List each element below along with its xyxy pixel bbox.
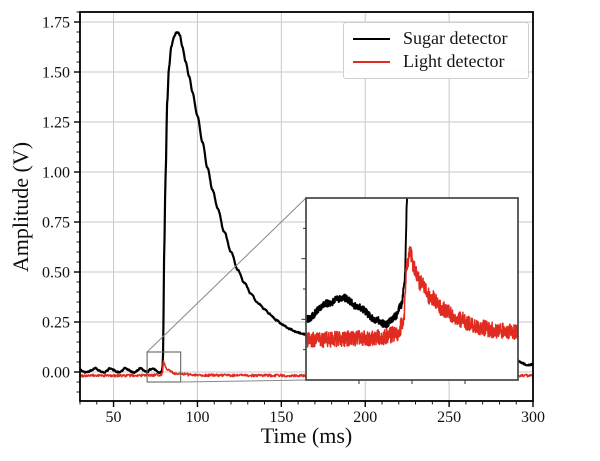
y-tick-label: 0.50 [42, 265, 70, 282]
inset-connector-top [146, 197, 307, 353]
y-tick-label: 0.25 [42, 315, 70, 332]
tick-labels: 50 100 150 200 250 300 0.00 0.25 0.50 0.75 1.00 1.2… [42, 15, 545, 427]
zoom-source-rect [146, 351, 182, 383]
x-tick-label: 50 [106, 409, 122, 426]
inset-light-detector-trace [306, 246, 518, 349]
legend-entry-sugar-detector: Sugar detector [353, 28, 519, 49]
legend-label-light-detector: Light detector [403, 51, 505, 72]
x-tick-label: 200 [353, 409, 377, 426]
legend: Sugar detector Light detector [343, 22, 529, 79]
x-tick-label: 250 [437, 409, 461, 426]
inset-sugar-detector-trace [306, 198, 409, 329]
x-tick-label: 100 [185, 409, 209, 426]
sugar-detector-line-sample [353, 38, 390, 41]
axes-spines [79, 11, 534, 402]
inset-connector-bottom [180, 379, 307, 383]
inset-traces [306, 198, 518, 349]
y-tick-label: 1.25 [42, 115, 70, 132]
y-tick-label: 0.75 [42, 215, 70, 232]
y-tick-label: 1.75 [42, 15, 70, 32]
legend-label-sugar-detector: Sugar detector [403, 28, 508, 49]
y-tick-label: 1.00 [42, 165, 70, 182]
inset-ticks [301, 227, 466, 384]
axis-ticks [74, 11, 534, 407]
y-tick-label: 1.50 [42, 65, 70, 82]
x-tick-label: 150 [269, 409, 293, 426]
y-axis-label: Amplitude (V) [8, 141, 33, 273]
light-detector-line-sample [353, 60, 390, 63]
y-tick-label: 0.00 [42, 365, 70, 382]
inset-background [306, 198, 518, 380]
x-tick-label: 300 [521, 409, 545, 426]
x-axis-label: Time (ms) [260, 423, 353, 448]
legend-entry-light-detector: Light detector [353, 51, 519, 72]
